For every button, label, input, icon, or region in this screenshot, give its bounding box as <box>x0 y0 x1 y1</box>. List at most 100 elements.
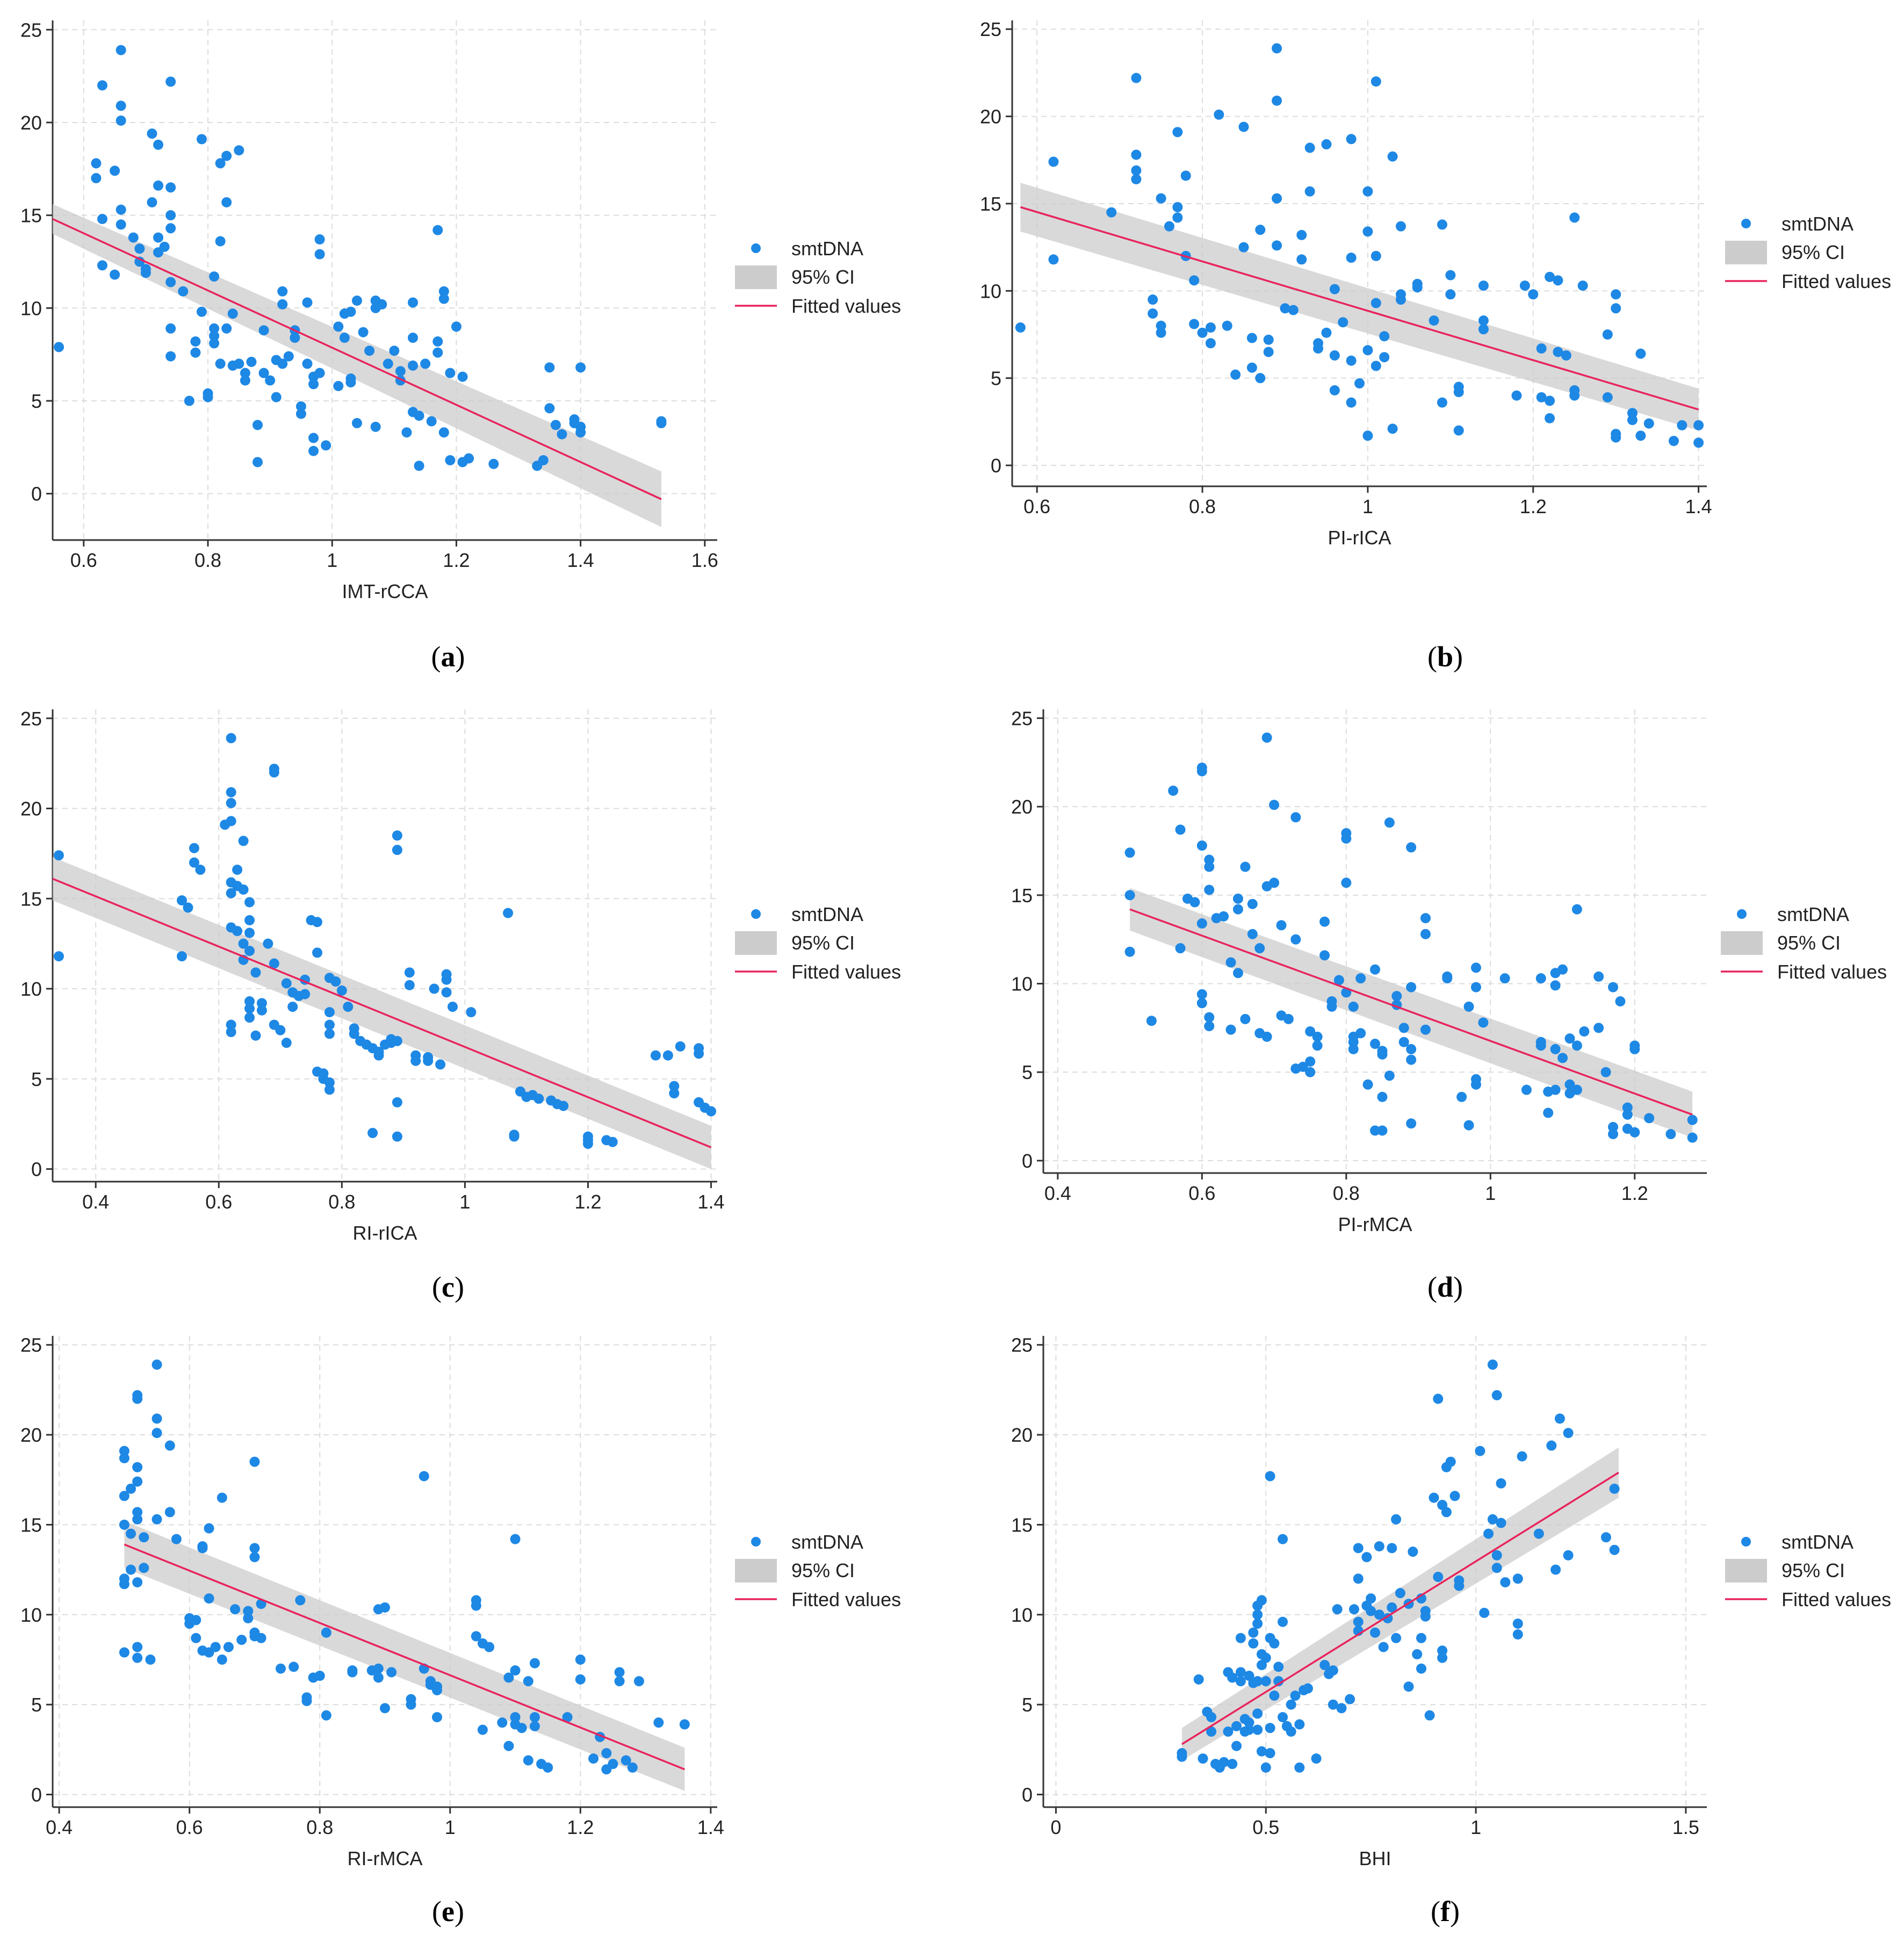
data-point <box>414 411 424 421</box>
data-point <box>159 241 170 252</box>
data-point <box>1131 165 1142 176</box>
data-point <box>1602 392 1613 402</box>
data-point <box>1384 1070 1395 1081</box>
data-point <box>263 938 273 949</box>
legend-label-ci: 95% CI <box>1777 932 1841 954</box>
data-point <box>1512 1629 1523 1640</box>
legend-label-fitted: Fitted values <box>791 295 901 317</box>
data-point <box>116 45 126 55</box>
data-point <box>1491 1563 1502 1573</box>
data-point <box>562 1712 573 1723</box>
data-point <box>134 243 145 254</box>
data-point <box>1177 1751 1187 1762</box>
data-point <box>1377 1091 1388 1102</box>
data-point <box>364 346 375 356</box>
data-point <box>1408 1547 1418 1557</box>
data-point <box>116 100 126 111</box>
data-point <box>1196 840 1207 851</box>
data-point <box>1456 1091 1467 1102</box>
data-point <box>277 299 288 310</box>
data-point <box>1478 315 1489 326</box>
data-point <box>1521 1084 1532 1095</box>
x-tick-label: 1.2 <box>574 1191 601 1213</box>
data-point <box>1048 156 1059 167</box>
legend-label-ci: 95% CI <box>791 1559 855 1581</box>
data-point <box>243 1606 254 1616</box>
data-point <box>347 1667 358 1678</box>
legend-label-ci: 95% CI <box>791 932 855 954</box>
legend-point-swatch <box>751 1537 761 1547</box>
data-point <box>406 1699 416 1710</box>
data-point <box>190 347 201 358</box>
data-point <box>308 433 319 443</box>
data-point <box>152 1413 162 1424</box>
data-point <box>1346 355 1357 366</box>
data-point <box>1361 1552 1372 1563</box>
legend-point-swatch <box>1741 1537 1751 1547</box>
x-tick-label: 1 <box>445 1816 456 1838</box>
y-tick-label: 25 <box>20 708 42 730</box>
data-point <box>215 236 226 247</box>
y-tick-label: 5 <box>1022 1061 1033 1083</box>
data-point <box>510 1534 521 1544</box>
data-point <box>1302 1683 1313 1694</box>
data-point <box>1416 1663 1426 1674</box>
data-point <box>1252 1619 1263 1629</box>
x-tick-label: 1.6 <box>691 549 718 571</box>
data-point <box>1536 343 1547 354</box>
data-point <box>1148 308 1158 319</box>
data-point <box>324 1084 335 1095</box>
data-point <box>132 1642 143 1652</box>
data-point <box>1247 898 1258 909</box>
data-point <box>575 362 586 373</box>
data-point <box>1329 284 1340 294</box>
data-point <box>1454 1580 1465 1591</box>
data-point <box>1321 139 1332 150</box>
x-tick-label: 1 <box>1485 1182 1496 1204</box>
data-point <box>116 219 126 230</box>
y-tick-label: 0 <box>1022 1150 1033 1172</box>
data-point <box>1269 800 1280 810</box>
data-point <box>1391 1632 1402 1643</box>
data-point <box>1261 732 1272 743</box>
legend-ci-swatch <box>1721 931 1763 955</box>
data-point <box>215 158 226 169</box>
data-point <box>1260 1762 1271 1773</box>
x-tick-label: 1 <box>1470 1816 1481 1838</box>
data-point <box>165 76 176 87</box>
data-point <box>1218 1757 1229 1767</box>
y-tick-label: 0 <box>31 483 42 505</box>
data-point <box>1377 1049 1388 1060</box>
data-point <box>523 1755 533 1766</box>
data-point <box>1395 1588 1405 1599</box>
data-point <box>1175 824 1186 835</box>
data-point <box>1445 1456 1456 1467</box>
data-point <box>1627 415 1638 426</box>
data-point <box>503 1672 514 1683</box>
data-point <box>196 306 207 317</box>
data-point <box>426 416 437 427</box>
x-tick-label: 0.6 <box>1023 495 1050 517</box>
data-point <box>1420 1024 1431 1035</box>
data-point <box>209 338 220 349</box>
data-point <box>302 297 313 308</box>
data-point <box>1406 982 1417 992</box>
data-point <box>1370 1039 1380 1049</box>
data-point <box>1553 347 1563 357</box>
data-point <box>283 351 294 362</box>
data-point <box>1437 1652 1448 1663</box>
data-point <box>190 336 201 347</box>
data-point <box>445 368 456 378</box>
data-point <box>1545 271 1555 282</box>
data-point <box>1204 1012 1215 1023</box>
data-point <box>1412 1649 1423 1659</box>
data-point <box>1312 1031 1323 1042</box>
x-tick-label: 1.5 <box>1672 1816 1699 1838</box>
data-point <box>1371 250 1381 261</box>
data-point <box>1433 1572 1444 1583</box>
data-point <box>1346 134 1357 145</box>
data-point <box>438 293 449 304</box>
data-point <box>221 323 232 334</box>
data-point <box>221 197 232 207</box>
data-point <box>1687 1132 1698 1143</box>
